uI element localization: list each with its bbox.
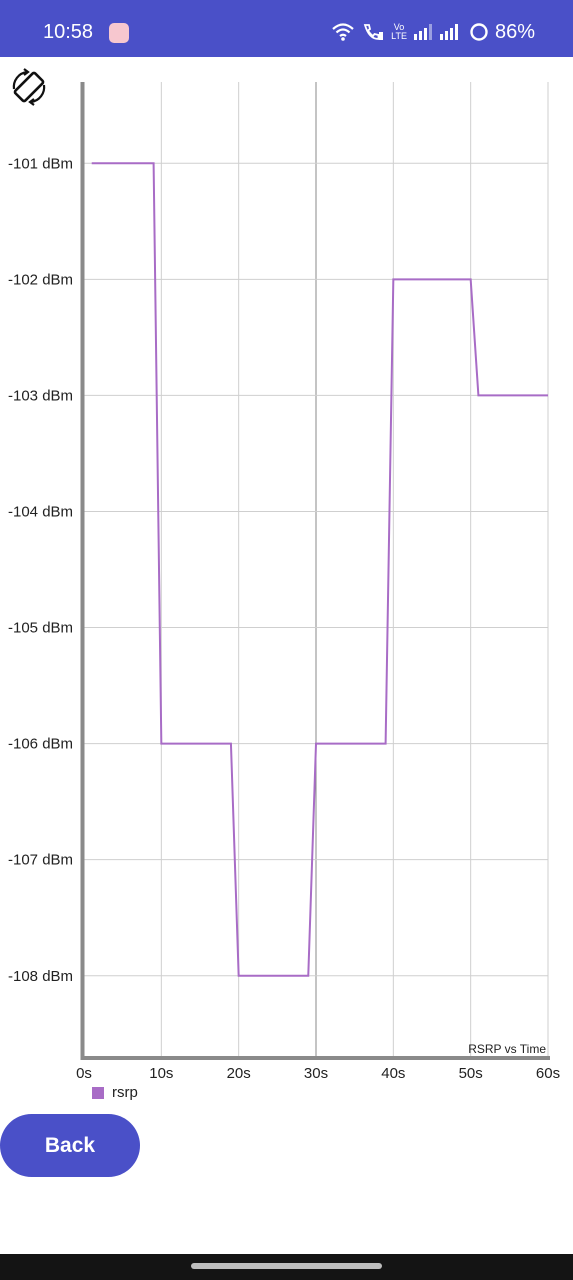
x-tick-label: 10s bbox=[149, 1065, 173, 1082]
y-tick-label: -106 dBm bbox=[8, 736, 73, 753]
home-indicator[interactable] bbox=[191, 1263, 382, 1269]
app-notification-icon bbox=[109, 23, 129, 43]
status-time: 10:58 bbox=[43, 21, 94, 43]
chart-title: RSRP vs Time bbox=[468, 1042, 546, 1056]
rsrp-chart: -101 dBm -102 dBm -103 dBm -104 dBm -105 dBm… bbox=[8, 82, 560, 1082]
x-tick-label: 50s bbox=[459, 1065, 483, 1082]
battery-ring-icon bbox=[470, 23, 488, 41]
legend: rsrp bbox=[92, 1084, 138, 1101]
volte-icon: Vo LTE bbox=[391, 22, 407, 41]
x-tick-label: 0s bbox=[76, 1065, 92, 1082]
signal-icon-sim1 bbox=[413, 24, 432, 40]
y-tick-label: -108 dBm bbox=[8, 968, 73, 985]
legend-label: rsrp bbox=[112, 1084, 138, 1101]
x-tick-label: 60s bbox=[536, 1065, 560, 1082]
y-tick-label: -104 dBm bbox=[8, 503, 73, 520]
x-tick-label: 30s bbox=[304, 1065, 328, 1082]
back-button[interactable]: Back bbox=[0, 1114, 140, 1177]
legend-swatch bbox=[92, 1086, 104, 1099]
y-tick-label: -103 dBm bbox=[8, 387, 73, 404]
series-line-rsrp bbox=[91, 162, 548, 977]
y-tick-label: -102 dBm bbox=[8, 271, 73, 288]
screen-rotate-icon[interactable] bbox=[8, 66, 50, 108]
x-tick-label: 20s bbox=[227, 1065, 251, 1082]
status-icons: Vo LTE 86% bbox=[331, 20, 535, 44]
y-tick-label: -107 dBm bbox=[8, 852, 73, 869]
wifi-icon bbox=[332, 23, 354, 41]
signal-icon-sim2 bbox=[439, 24, 458, 40]
battery-percent: 86% bbox=[494, 20, 535, 43]
wifi-calling-icon bbox=[363, 24, 384, 40]
y-tick-label: -101 dBm bbox=[8, 155, 73, 172]
y-tick-label: -105 dBm bbox=[8, 620, 73, 637]
x-tick-label: 40s bbox=[381, 1065, 405, 1082]
status-bar: 10:58 Vo LTE bbox=[0, 0, 573, 57]
